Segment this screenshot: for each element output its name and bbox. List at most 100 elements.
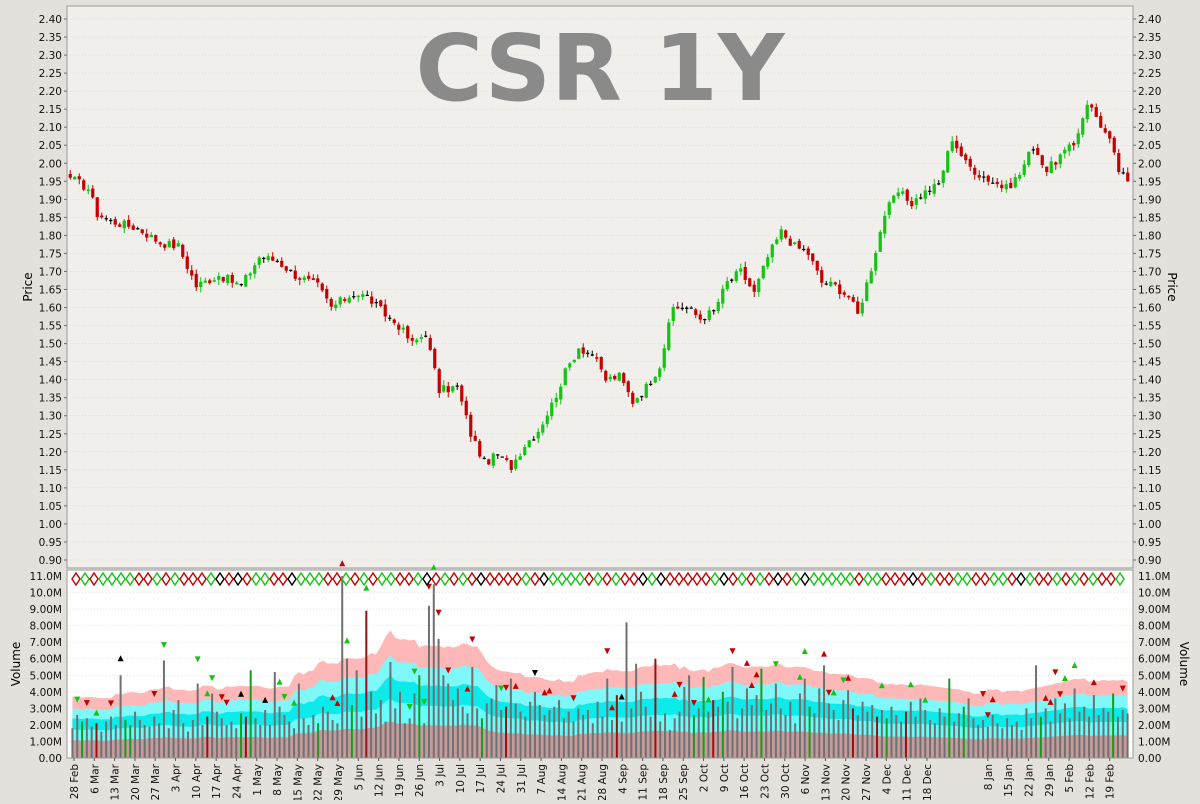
volume-tick-label: 10.0M [1138, 588, 1170, 600]
candle-body [995, 181, 999, 185]
price-tick-label: 1.50 [1138, 339, 1161, 351]
volume-bar [1078, 711, 1081, 758]
price-candles [68, 100, 1130, 473]
volume-bar [321, 706, 324, 758]
price-tick-label: 2.35 [1138, 32, 1161, 44]
candle-body [595, 357, 599, 359]
volume-signal-marker [907, 681, 914, 688]
signal-diamond [341, 571, 351, 587]
volume-bar [307, 724, 310, 758]
volume-panel-border [66, 569, 1134, 759]
candle-body [550, 402, 554, 417]
volume-bar [659, 721, 662, 758]
volume-signal-marker [821, 650, 828, 657]
signal-diamond [1115, 571, 1125, 587]
candle-body [851, 297, 855, 302]
signal-diamond [179, 571, 189, 587]
candle-body [482, 457, 486, 460]
volume-bar [731, 667, 734, 758]
volume-bar [823, 665, 826, 758]
candle-body [950, 141, 954, 152]
candle-body [739, 268, 743, 272]
volume-bar [220, 718, 223, 758]
volume-bar [476, 708, 479, 758]
candle-body [1085, 104, 1089, 120]
candle-body [500, 456, 504, 458]
date-tick-label: 24 Jul [495, 764, 507, 793]
candle-body [892, 195, 896, 203]
price-tick-label: 2.25 [39, 68, 62, 80]
signal-diamond [953, 571, 963, 587]
candle-body [298, 278, 302, 280]
signal-diamond [458, 571, 468, 587]
candle-body [442, 385, 446, 392]
volume-bar [745, 688, 748, 758]
signal-diamond [647, 571, 657, 587]
date-tick-label: 25 Sep [678, 764, 690, 800]
volume-bar [1020, 729, 1023, 758]
signal-diamond [296, 571, 306, 587]
candle-body [1045, 166, 1049, 172]
volume-signal-marker [570, 695, 577, 702]
price-tick-label: 2.05 [39, 140, 62, 152]
candle-body [536, 431, 540, 439]
volume-signal-marker [334, 700, 341, 707]
volume-signal-marker [238, 690, 245, 697]
volume-tick-label: 6.00M [1138, 654, 1170, 666]
candle-body [572, 359, 576, 363]
candle-body [797, 240, 801, 249]
volume-bar [876, 716, 879, 758]
date-axis: 28 Feb 6 Mar 13 Mar 20 Mar 27 Mar 3 Apr 10 Apr… [69, 758, 1117, 802]
price-tick-label: 1.65 [39, 285, 62, 297]
date-tick-label: 26 Jun [414, 764, 426, 797]
volume-bar [456, 688, 459, 758]
volume-bar [148, 726, 151, 758]
signal-diamond [521, 571, 531, 587]
signal-diamond [485, 571, 495, 587]
date-tick-label: 12 Jun [374, 764, 386, 797]
volume-signal-marker [469, 636, 476, 643]
volume-bar [1068, 718, 1071, 758]
candle-body [1117, 153, 1121, 172]
volume-bar [798, 693, 801, 758]
volume-bar [1025, 708, 1028, 758]
volume-bar [972, 718, 975, 758]
volume-bar [1097, 714, 1100, 758]
volume-signal-marker [801, 647, 808, 654]
volume-bar [90, 726, 93, 758]
candle-body [275, 260, 279, 263]
volume-bar [288, 721, 291, 758]
volume-bar [654, 658, 657, 758]
volume-signal-marker [223, 699, 230, 706]
signal-diamond [476, 571, 486, 587]
volume-bar [119, 675, 122, 758]
volume-bar [606, 678, 609, 758]
signal-diamond [494, 571, 504, 587]
volume-bar [1059, 713, 1062, 758]
volume-bar [172, 710, 175, 758]
candle-body [1112, 137, 1116, 153]
candle-body [325, 289, 329, 299]
volume-bar [558, 700, 561, 758]
candle-body [451, 386, 455, 392]
volume-bar [832, 710, 835, 758]
signal-diamond [1070, 571, 1080, 587]
volume-bar [856, 714, 859, 758]
candle-body [284, 266, 288, 271]
candle-body [932, 184, 936, 194]
candle-body [743, 267, 747, 280]
price-axis-label-left: Price [21, 272, 35, 301]
candle-body [1121, 172, 1125, 174]
volume-signal-marker [671, 690, 678, 697]
volume-tick-label: 1.00M [30, 736, 62, 748]
candle-body [473, 435, 477, 441]
volume-bar [625, 622, 628, 758]
volume-tick-label: 7.00M [1138, 637, 1170, 649]
signal-diamond [782, 571, 792, 587]
volume-bar [707, 711, 710, 758]
candle-body [415, 339, 419, 343]
price-tick-label: 1.20 [39, 447, 62, 459]
price-tick-label: 1.85 [39, 212, 62, 224]
volume-bar [452, 700, 455, 758]
